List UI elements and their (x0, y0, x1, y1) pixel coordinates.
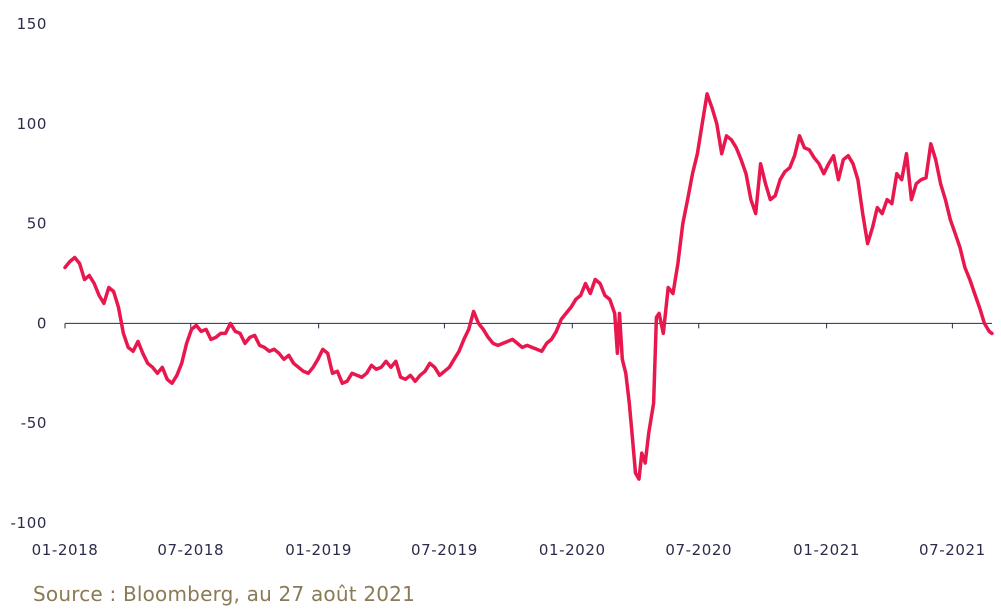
y-axis-ticks: 150 100 50 0 -50 -100 (11, 15, 47, 532)
series-line (63, 92, 994, 481)
source-note: Source : Bloomberg, au 27 août 2021 (33, 582, 416, 606)
x-tick-label: 07-2019 (411, 541, 478, 559)
x-tick-label: 07-2018 (157, 541, 224, 559)
series-layer (63, 92, 994, 481)
x-tick-label: 01-2019 (285, 541, 352, 559)
y-tick-label: 0 (37, 314, 47, 332)
x-tick-label: 07-2020 (665, 541, 732, 559)
y-tick-label: 50 (27, 215, 47, 233)
y-tick-label: 100 (17, 115, 47, 133)
line-chart: 150 100 50 0 -50 -100 01-2018 07-2018 01-2019 07… (11, 15, 994, 559)
x-tick-label: 01-2021 (793, 541, 860, 559)
y-tick-label: 150 (17, 15, 47, 33)
x-tick-label: 01-2020 (539, 541, 606, 559)
y-tick-label: -50 (21, 414, 47, 432)
x-tick-label: 07-2021 (919, 541, 986, 559)
x-tick-label: 01-2018 (32, 541, 99, 559)
x-axis-ticks: 01-2018 07-2018 01-2019 07-2019 01-2020 07-20… (32, 323, 986, 559)
y-tick-label: -100 (11, 514, 47, 532)
